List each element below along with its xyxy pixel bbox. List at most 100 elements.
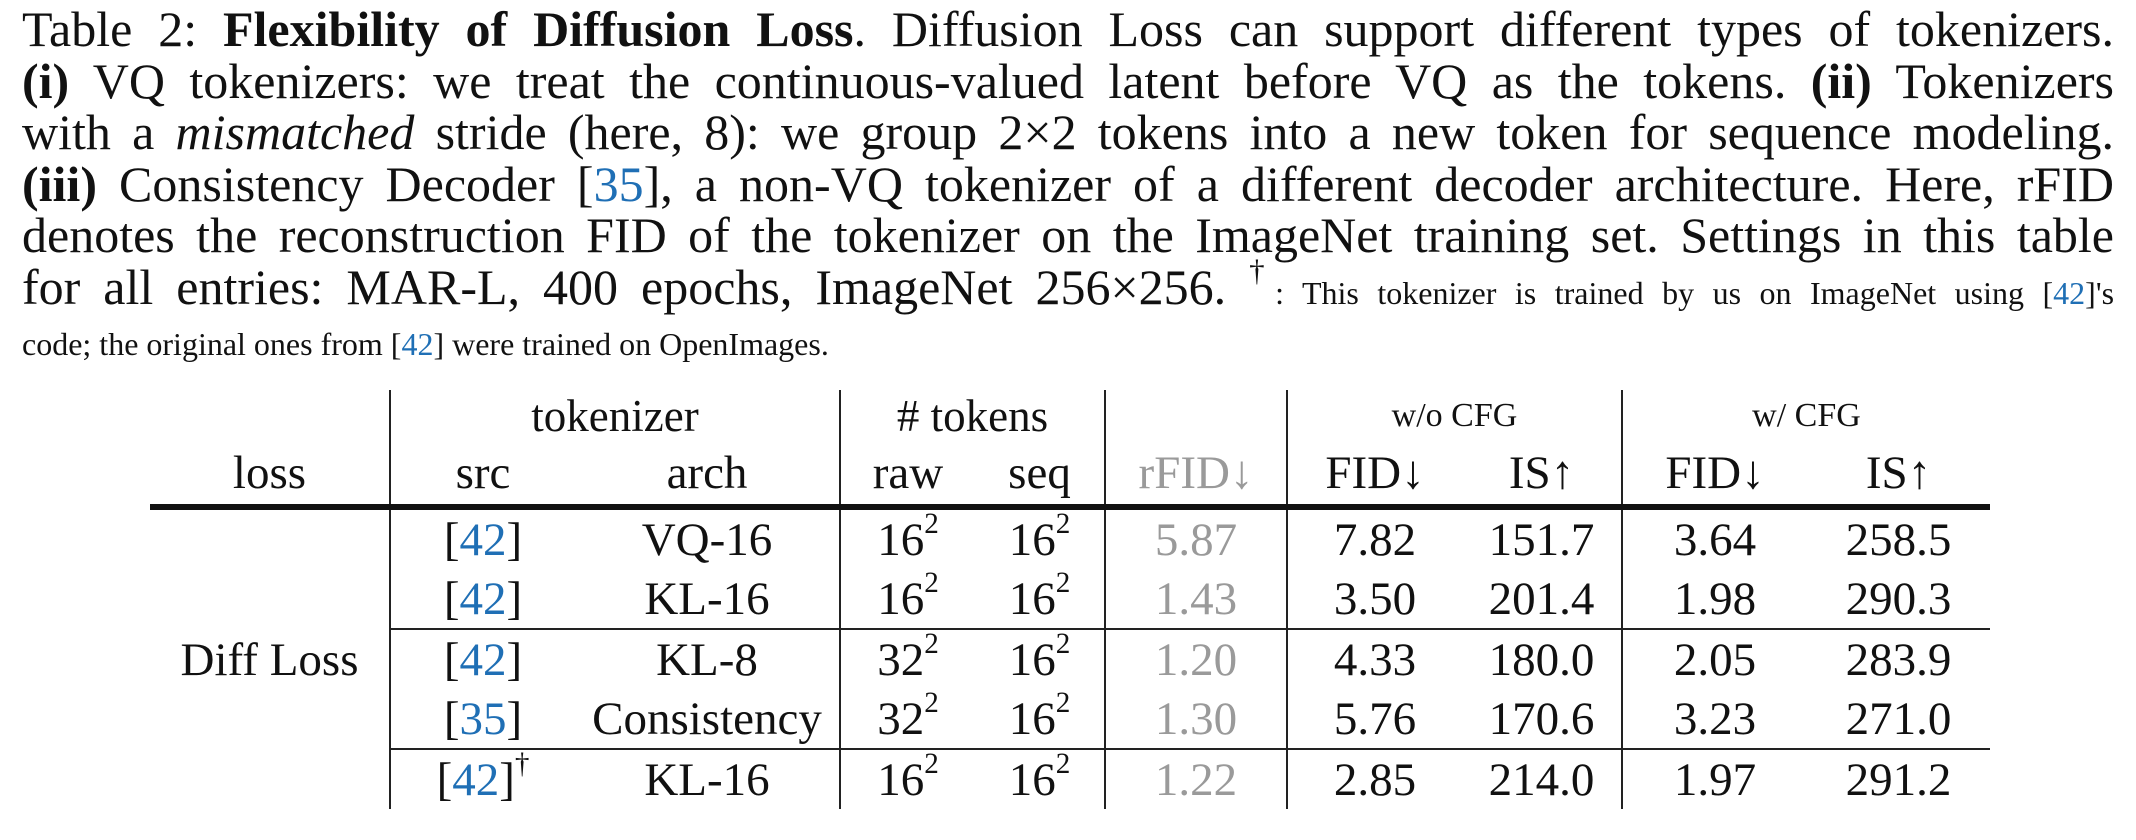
arch-cell: Consistency xyxy=(592,692,822,745)
loss-cell: Diff Loss xyxy=(180,633,359,686)
arch-cell: KL-16 xyxy=(575,748,840,809)
src-cell: [42] xyxy=(389,569,575,629)
group-wo-cfg: w/o CFG xyxy=(1286,390,1622,442)
raw-cell: 162 xyxy=(839,507,975,569)
citation-link[interactable]: 42 xyxy=(401,326,434,362)
rfid-cell: 1.22 xyxy=(1104,748,1287,809)
item-ii-text-c: stride (here, 8): we group 2×2 tokens in… xyxy=(435,104,2115,160)
fid-wo-cell: 7.82 xyxy=(1286,507,1462,569)
header-column-row: loss src arch raw seq rFID↓ FID↓ IS↑ FID… xyxy=(150,442,1990,510)
arch-cell: KL-16 xyxy=(644,572,770,625)
col-fid-wo: FID↓ xyxy=(1286,442,1462,510)
citation-link[interactable]: 42 xyxy=(459,572,507,625)
table-row: Diff Loss [42] VQ-16 162 162 5.87 7.82 151.7 3.6… xyxy=(150,507,1990,686)
is-wo-cell: 201.4 xyxy=(1488,572,1595,625)
citation-link[interactable]: 42 xyxy=(452,753,500,806)
caption-line-6: for all entries: MAR-L, 400 epochs, Imag… xyxy=(22,255,2115,320)
table-caption: Table 2: Flexibility of Diffusion Loss. … xyxy=(22,1,2115,371)
arch-cell: VQ-16 xyxy=(641,513,773,566)
seq-cell: 162 xyxy=(975,748,1105,809)
item-ii-text: Tokenizers xyxy=(1871,52,2114,109)
caption-title: Flexibility of Diffusion Loss xyxy=(223,1,854,57)
citation-link[interactable]: 42 xyxy=(2053,274,2086,311)
rfid-cell: 1.30 xyxy=(1104,689,1287,749)
col-fid-w: FID↓ xyxy=(1621,442,1807,510)
table-row: [35] Consistency 322 162 1.30 5.76 170.6 3.23 27… xyxy=(150,689,1990,749)
caption-line-4: (iii) Consistency Decoder [35], a non-VQ… xyxy=(22,155,2114,212)
header-group-row: tokenizer # tokens w/o CFG w/ CFG xyxy=(150,390,1990,442)
col-raw: raw xyxy=(839,442,975,510)
footnote-text: : This tokenizer is trained by us on Ima… xyxy=(1275,274,2115,311)
is-w-cell: 291.2 xyxy=(1807,748,1990,809)
item-iii-text-b: ], a non-VQ tokenizer of a different dec… xyxy=(643,155,2114,212)
fid-w-cell: 3.64 xyxy=(1621,507,1807,569)
item-i-text: VQ tokenizers: we treat the continuous-v… xyxy=(69,52,1787,109)
fid-w-cell: 2.05 xyxy=(1621,628,1807,689)
raw-cell: 162 xyxy=(839,748,975,809)
seq-cell: 162 xyxy=(1008,687,1071,745)
item-ii-emphasis: mismatched xyxy=(175,104,415,160)
caption-line-2: (i) VQ tokenizers: we treat the continuo… xyxy=(22,52,2114,109)
fid-wo-cell: 3.50 xyxy=(1286,569,1462,629)
is-wo-cell: 170.6 xyxy=(1488,692,1595,745)
src-cell: [42] xyxy=(389,628,575,689)
seq-cell: 162 xyxy=(1008,567,1071,625)
rfid-cell: 1.43 xyxy=(1104,569,1287,629)
is-wo-cell: 180.0 xyxy=(1462,628,1622,689)
rfid-cell: 1.20 xyxy=(1104,628,1287,689)
caption-line-1: Table 2: Flexibility of Diffusion Loss. … xyxy=(22,1,2115,57)
src-cell: [42] xyxy=(389,507,575,569)
seq-cell: 162 xyxy=(1008,508,1071,566)
item-ii-text-b: with a xyxy=(22,104,155,160)
group-w-cfg: w/ CFG xyxy=(1621,390,1990,442)
item-iii-text: Consistency Decoder [ xyxy=(96,155,594,212)
item-i-label: (i) xyxy=(22,52,70,109)
group-tokens: # tokens xyxy=(839,390,1105,442)
fid-wo-cell: 4.33 xyxy=(1286,628,1462,689)
item-iii-label: (iii) xyxy=(22,155,97,212)
table-row: [42] KL-8 322 162 1.20 4.33 180.0 2.05 283.9 xyxy=(150,628,1990,689)
is-w-cell: 258.5 xyxy=(1845,513,1952,566)
src-cell: [42]† xyxy=(389,748,575,809)
col-loss: loss xyxy=(150,442,390,510)
col-is-wo: IS↑ xyxy=(1462,442,1622,510)
table-row: [42]† KL-16 162 162 1.22 2.85 214.0 1.97 291.2 xyxy=(150,748,1990,809)
is-w-cell: 271.0 xyxy=(1845,692,1952,745)
group-tokenizer: tokenizer xyxy=(389,390,840,442)
rfid-cell: 5.87 xyxy=(1104,507,1287,569)
fid-wo-cell: 5.76 xyxy=(1286,689,1462,749)
is-w-cell: 283.9 xyxy=(1807,628,1990,689)
raw-cell: 322 xyxy=(839,689,975,749)
fid-w-cell: 1.98 xyxy=(1621,569,1807,629)
dagger-mark: † xyxy=(514,748,530,781)
col-arch: arch xyxy=(575,442,840,510)
settings-text: for all entries: MAR-L, 400 epochs, Imag… xyxy=(22,258,1227,315)
is-w-cell: 290.3 xyxy=(1845,572,1952,625)
col-src: src xyxy=(389,442,575,510)
results-table: tokenizer # tokens w/o CFG w/ CFG loss s… xyxy=(150,390,1990,809)
seq-cell: 162 xyxy=(975,628,1105,689)
fid-w-cell: 1.97 xyxy=(1621,748,1807,809)
dagger-mark: † xyxy=(1249,253,1276,289)
is-wo-cell: 151.7 xyxy=(1488,513,1595,566)
caption-line-7: code; the original ones from [42] were t… xyxy=(22,326,829,362)
fid-w-cell: 3.23 xyxy=(1621,689,1807,749)
raw-cell: 162 xyxy=(839,569,975,629)
caption-line-3: with a mismatched stride (here, 8): we g… xyxy=(22,104,2115,160)
is-wo-cell: 214.0 xyxy=(1462,748,1622,809)
citation-link[interactable]: 35 xyxy=(593,155,644,212)
caption-sentence: . Diffusion Loss can support different t… xyxy=(853,1,2115,57)
table-row: [42] KL-16 162 162 1.43 3.50 201.4 1.98 290.3 xyxy=(150,569,1990,629)
arch-cell: KL-8 xyxy=(575,628,840,689)
caption-line-5: denotes the reconstruction FID of the to… xyxy=(22,207,2114,263)
col-rfid: rFID↓ xyxy=(1104,442,1287,510)
citation-link[interactable]: 42 xyxy=(459,513,507,566)
item-ii-label: (ii) xyxy=(1810,52,1872,109)
src-cell: [35] xyxy=(389,689,575,749)
fid-wo-cell: 2.85 xyxy=(1286,748,1462,809)
citation-link[interactable]: 42 xyxy=(459,633,507,686)
raw-cell: 322 xyxy=(839,628,975,689)
table-body: Diff Loss [42] VQ-16 162 162 5.87 7.82 151.7 3.6… xyxy=(150,507,1990,809)
caption-label: Table 2: xyxy=(22,1,198,57)
citation-link[interactable]: 35 xyxy=(459,692,507,745)
